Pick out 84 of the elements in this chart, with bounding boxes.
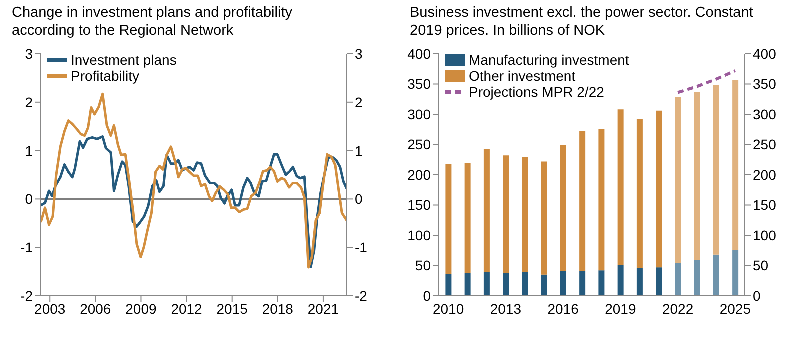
x-tick-label: 2009 (126, 300, 158, 317)
y2-tick-label: 350 (753, 76, 777, 92)
bar (580, 131, 586, 272)
bar (580, 271, 586, 296)
y-tick-label: 400 (408, 46, 432, 62)
y-tick-label: 100 (408, 227, 432, 244)
x-tick-label: 2018 (262, 300, 294, 317)
bar (656, 268, 662, 296)
bar (560, 271, 566, 296)
y-tick-label: 2 (25, 94, 34, 110)
bar (464, 273, 471, 296)
bar (618, 110, 624, 266)
bar (503, 156, 510, 274)
y2-tick-label: 3 (355, 46, 363, 62)
x-tick-label: 2016 (548, 300, 580, 317)
bar (446, 164, 452, 274)
bar (636, 268, 643, 296)
bar (618, 265, 624, 296)
bar (598, 129, 605, 271)
bar (522, 157, 528, 272)
y-tick-label: 0 (423, 288, 432, 304)
x-tick-label: 2022 (662, 300, 694, 317)
legend-label: Projections MPR 2/22 (469, 84, 604, 100)
bar (732, 250, 739, 296)
y-tick-label: 150 (408, 197, 432, 214)
line-series (676, 69, 737, 94)
y-tick-label: -1 (20, 240, 34, 256)
bar (541, 162, 548, 275)
bar (484, 272, 490, 296)
y2-tick-label: 1 (355, 142, 363, 159)
x-tick-label: 2003 (34, 300, 66, 317)
y-tick-label: -2 (20, 288, 34, 304)
y2-tick-label: -2 (355, 288, 368, 304)
bar (713, 85, 720, 255)
bar (656, 110, 662, 268)
bar (732, 80, 739, 250)
x-tick-label: 2015 (216, 300, 248, 317)
bar (694, 260, 700, 296)
y-tick-label: 1 (25, 142, 34, 159)
y-tick-label: 250 (408, 136, 432, 153)
x-tick-label: 2013 (490, 300, 522, 317)
chart-title: Business investment excl. the power sector. Constant 2019 prices. In billions of NOK (409, 4, 754, 41)
bar (560, 145, 566, 272)
x-tick-label: 2019 (605, 300, 636, 317)
x-tick-label: 2010 (432, 300, 464, 317)
line-series (41, 92, 347, 269)
bar (713, 254, 720, 296)
legend-label: Manufacturing investment (469, 52, 630, 68)
bar (484, 148, 490, 272)
chart-title: Change in investment plans and profitability according to the Regional Network (11, 4, 294, 41)
y2-tick-label: 100 (753, 227, 777, 244)
bar (541, 274, 548, 296)
bar (503, 273, 510, 296)
y-tick-label: 3 (25, 46, 34, 62)
y-tick-label: 200 (408, 166, 432, 183)
y2-tick-label: -1 (355, 240, 368, 256)
y2-tick-label: 50 (753, 258, 769, 274)
y2-tick-label: 2 (355, 94, 363, 110)
y2-tick-label: 300 (753, 106, 777, 122)
bar (675, 96, 682, 264)
y-tick-label: 50 (415, 258, 432, 274)
y2-tick-label: 150 (753, 197, 777, 214)
bar (694, 92, 700, 260)
bar (636, 119, 643, 268)
bar (675, 263, 682, 296)
x-tick-label: 2025 (720, 300, 752, 317)
legend-label: Investment plans (71, 52, 177, 68)
x-tick-label: 2021 (308, 300, 340, 317)
x-tick-label: 2006 (80, 300, 112, 317)
y-tick-label: 0 (25, 191, 34, 208)
bar (522, 272, 528, 296)
y2-tick-label: 200 (753, 166, 777, 183)
y2-tick-label: 400 (753, 46, 777, 62)
y-tick-label: 300 (408, 106, 432, 122)
y2-tick-label: 250 (753, 136, 777, 153)
legend-label: Other investment (469, 68, 576, 84)
y2-tick-label: 0 (753, 288, 761, 304)
x-tick-label: 2012 (171, 300, 203, 317)
bar (598, 270, 605, 296)
bar (464, 164, 471, 274)
y-tick-label: 350 (408, 76, 432, 92)
bar (446, 274, 452, 296)
y2-tick-label: 0 (355, 191, 363, 208)
legend-label: Profitability (71, 68, 140, 84)
